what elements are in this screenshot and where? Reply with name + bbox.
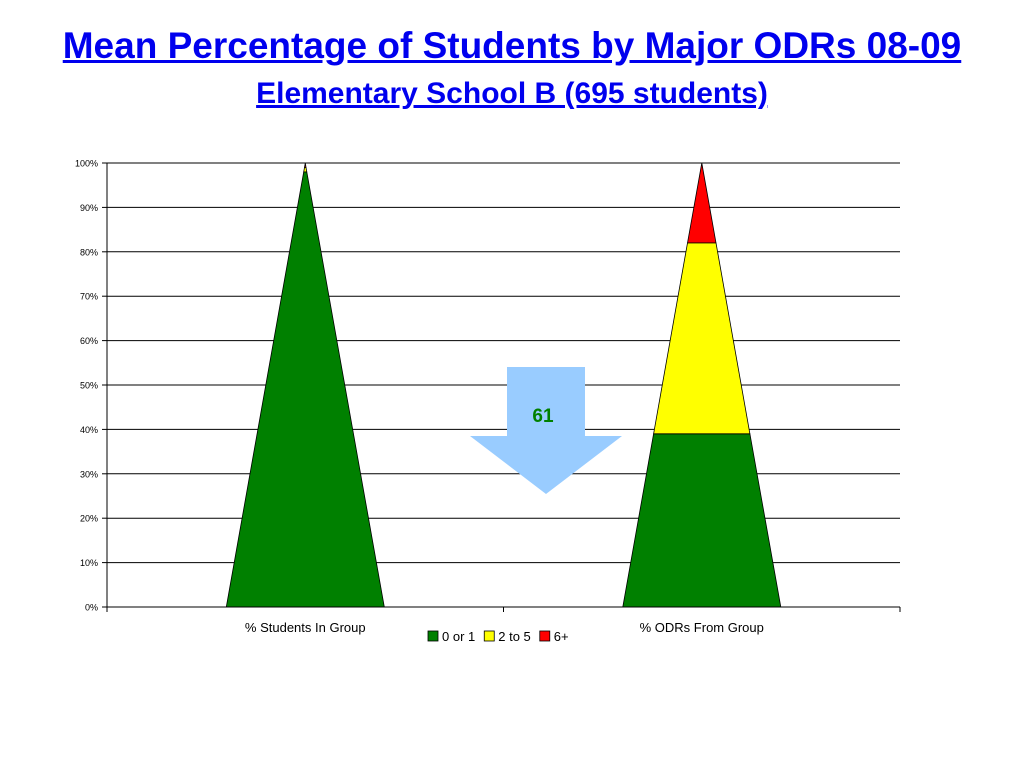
y-tick-label: 0% bbox=[85, 603, 98, 613]
x-tick-label: % Students In Group bbox=[245, 620, 366, 635]
x-tick-label: % ODRs From Group bbox=[640, 620, 764, 635]
legend-swatch bbox=[483, 630, 495, 642]
chart-cones bbox=[225, 162, 782, 608]
y-tick-label: 70% bbox=[80, 292, 98, 302]
legend: 0 or 1 2 to 5 6+ bbox=[427, 629, 569, 644]
legend-label: 0 or 1 bbox=[442, 629, 475, 644]
y-tick-label: 100% bbox=[75, 159, 98, 169]
legend-swatch bbox=[427, 630, 439, 642]
y-tick-label: 80% bbox=[80, 247, 98, 257]
cone-segment bbox=[303, 166, 308, 173]
y-tick-label: 10% bbox=[80, 558, 98, 568]
legend-swatch bbox=[539, 630, 551, 642]
y-tick-label: 60% bbox=[80, 336, 98, 346]
gridlines bbox=[107, 162, 900, 564]
legend-item: 6+ bbox=[539, 629, 569, 644]
cone-segment bbox=[653, 242, 751, 435]
y-tick-label: 90% bbox=[80, 203, 98, 213]
annotation-label: 61 bbox=[532, 406, 554, 427]
annotation: 61 bbox=[470, 367, 622, 494]
axes: 0% 10% 20% 30% 40% 50% 60% 70% 80% 90% 100% % Stude… bbox=[75, 159, 901, 635]
cone-segment bbox=[687, 162, 717, 244]
down-arrow-icon bbox=[470, 367, 622, 494]
y-tick-label: 20% bbox=[80, 514, 98, 524]
y-tick-label: 40% bbox=[80, 425, 98, 435]
y-tick-label: 50% bbox=[80, 381, 98, 391]
legend-label: 6+ bbox=[554, 629, 569, 644]
legend-item: 2 to 5 bbox=[483, 629, 531, 644]
y-tick-label: 30% bbox=[80, 469, 98, 479]
cone-segment bbox=[225, 171, 385, 608]
legend-label: 2 to 5 bbox=[498, 629, 531, 644]
cone-segment bbox=[622, 433, 782, 608]
legend-item: 0 or 1 bbox=[427, 629, 475, 644]
slide-title: Mean Percentage of Students by Major ODR… bbox=[62, 25, 962, 66]
slide-subtitle: Elementary School B (695 students) bbox=[256, 77, 768, 110]
cone-segment bbox=[304, 162, 307, 168]
